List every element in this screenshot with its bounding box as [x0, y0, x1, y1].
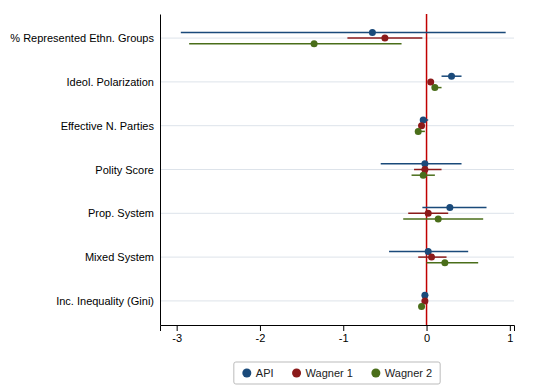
legend-item: Wagner 2 [371, 367, 432, 379]
grid [160, 38, 514, 301]
x-tick-mark [510, 325, 511, 331]
point [431, 84, 438, 91]
point [446, 204, 453, 211]
x-tick: 0 [424, 325, 430, 344]
legend-item: Wagner 1 [292, 367, 353, 379]
point [381, 35, 388, 42]
error-bar [189, 43, 401, 45]
error-bar [427, 262, 479, 264]
point [418, 303, 425, 310]
legend-item: API [242, 367, 273, 379]
x-tick-mark [260, 325, 261, 331]
x-tick-label: 1 [507, 332, 513, 344]
y-tick-label: % Represented Ethn. Groups [10, 32, 154, 44]
x-tick-label: -1 [339, 332, 349, 344]
series [347, 35, 448, 305]
legend-swatch [292, 369, 301, 378]
y-tick-label: Effective N. Parties [61, 120, 155, 132]
point [369, 29, 376, 36]
x-axis: -3 -2 -1 0 1 [161, 325, 515, 344]
series [181, 29, 506, 299]
grid-line [160, 81, 514, 82]
y-tick: Inc. Inequality (Gini) [56, 295, 160, 307]
y-axis: % Represented Ethn. Groups Ideol. Polariz… [10, 15, 160, 326]
point [420, 172, 427, 179]
marks [181, 14, 506, 325]
x-tick-mark [177, 325, 178, 331]
x-tick: -3 [172, 325, 182, 344]
y-tick: % Represented Ethn. Groups [10, 32, 160, 44]
error-bar [381, 163, 462, 165]
y-tick: Polity Score [95, 164, 160, 176]
legend-swatch [371, 369, 380, 378]
chart: -3 -2 -1 0 1 % Represented Ethn. Groups Ideol.… [0, 0, 536, 391]
x-tick-label: -2 [256, 332, 266, 344]
x-tick-mark [427, 325, 428, 331]
point [311, 40, 318, 47]
legend-label: API [256, 367, 274, 379]
legend-label: Wagner 1 [306, 367, 353, 379]
grid-line [160, 257, 514, 258]
y-tick: Effective N. Parties [61, 120, 160, 132]
y-tick-label: Polity Score [95, 164, 154, 176]
point [425, 210, 432, 217]
grid-line [160, 169, 514, 170]
point [448, 73, 455, 80]
y-axis-line [160, 15, 161, 326]
x-tick-label: -3 [172, 332, 182, 344]
y-tick-label: Ideol. Polarization [67, 76, 154, 88]
y-tick-label: Prop. System [88, 207, 154, 219]
point [427, 78, 434, 85]
x-tick: 1 [507, 325, 513, 344]
legend-frame [234, 362, 440, 384]
x-tick: -2 [256, 325, 266, 344]
point [441, 259, 448, 266]
y-tick: Ideol. Polarization [67, 76, 160, 88]
grid-line [160, 38, 514, 39]
error-bar [403, 218, 483, 220]
plot-area: -3 -2 -1 0 1 % Represented Ethn. Groups Ideol.… [10, 14, 514, 344]
x-tick: -1 [339, 325, 349, 344]
x-axis-line [161, 326, 515, 332]
error-bar [181, 32, 506, 34]
point [415, 128, 422, 135]
legend-label: Wagner 2 [385, 367, 432, 379]
legend: API Wagner 1 Wagner 2 [234, 362, 440, 384]
point [435, 215, 442, 222]
series [189, 40, 483, 310]
point [428, 254, 435, 261]
x-tick-label: 0 [424, 332, 430, 344]
error-bar [422, 207, 486, 209]
x-tick-mark [343, 325, 344, 331]
grid-line [160, 300, 514, 301]
y-tick-label: Mixed System [85, 251, 154, 263]
y-tick-label: Inc. Inequality (Gini) [56, 295, 154, 307]
y-tick: Prop. System [88, 207, 160, 219]
grid-line [160, 213, 514, 214]
legend-swatch [242, 369, 251, 378]
grid-line [160, 125, 514, 126]
y-tick: Mixed System [85, 251, 160, 263]
